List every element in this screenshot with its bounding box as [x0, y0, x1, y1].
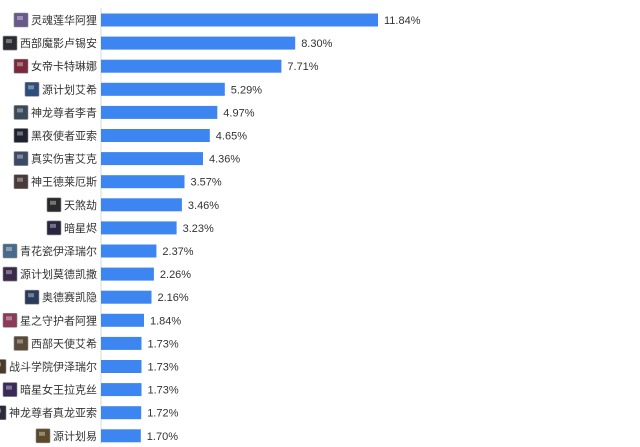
bar	[101, 244, 157, 258]
champion-skin-portrait-icon	[2, 35, 18, 51]
category-label: 源计划莫德凯撒	[20, 267, 97, 281]
category-label: 西部魔影卢锡安	[20, 36, 97, 50]
category-label: 神龙尊者李青	[31, 105, 97, 119]
category-label: 神龙尊者真龙亚索	[9, 406, 97, 420]
bar	[101, 13, 378, 27]
champion-skin-portrait-icon	[13, 58, 29, 74]
bar-value-label: 4.97%	[223, 107, 254, 119]
champion-skin-portrait-icon	[2, 266, 18, 282]
champion-skin-portrait-icon	[2, 243, 18, 259]
champion-skin-portrait-icon	[2, 312, 18, 328]
bar	[101, 383, 142, 397]
champion-skin-portrait-icon	[13, 105, 29, 120]
bar	[101, 313, 144, 327]
category-label: 黑夜使者亚索	[31, 129, 97, 143]
champion-skin-portrait-icon	[46, 197, 62, 213]
bar-value-label: 5.29%	[231, 84, 262, 96]
category-label: 暗星烬	[64, 221, 97, 235]
category-label: 星之守护者阿狸	[20, 313, 97, 327]
bar	[101, 290, 152, 304]
category-label: 战斗学院伊泽瑞尔	[9, 360, 97, 374]
bar	[101, 129, 210, 142]
category-label: 青花瓷伊泽瑞尔	[20, 244, 97, 258]
champion-skin-portrait-icon	[0, 359, 7, 374]
category-label: 西部天使艾希	[31, 336, 97, 350]
bar-value-label: 1.73%	[148, 362, 179, 374]
champion-skin-portrait-icon	[2, 382, 18, 397]
bar	[101, 336, 142, 350]
champion-skin-portrait-icon	[13, 151, 29, 166]
bar-value-label: 3.46%	[188, 200, 219, 212]
bar-value-label: 7.71%	[287, 61, 318, 73]
champion-skin-portrait-icon	[13, 174, 29, 189]
category-label: 源计划易	[53, 429, 97, 443]
bar-value-label: 2.16%	[158, 292, 189, 304]
bar	[101, 198, 182, 212]
bar	[101, 406, 142, 420]
category-label: 神王德莱厄斯	[31, 175, 97, 189]
bar-value-label: 1.73%	[148, 338, 179, 350]
champion-skin-portrait-icon	[13, 336, 29, 351]
bar-value-label: 4.65%	[216, 131, 247, 143]
champion-skin-portrait-icon	[24, 82, 40, 97]
bar-value-label: 1.70%	[147, 431, 178, 443]
bar-value-label: 2.37%	[162, 246, 193, 258]
bar	[101, 59, 282, 73]
champion-skin-portrait-icon	[46, 220, 62, 236]
category-label: 奥德赛凯隐	[42, 290, 97, 304]
bar	[101, 429, 141, 443]
champion-skin-portrait-icon	[35, 428, 51, 444]
bar	[101, 82, 225, 96]
bar	[101, 175, 185, 189]
category-label: 女帝卡特琳娜	[31, 59, 97, 73]
bar	[101, 105, 218, 119]
champion-skin-portrait-icon	[0, 405, 7, 420]
category-label: 灵魂莲华阿狸	[31, 13, 97, 27]
bar	[101, 36, 296, 50]
category-label: 源计划艾希	[42, 82, 97, 96]
category-label: 天煞劫	[64, 198, 97, 212]
champion-skin-portrait-icon	[13, 128, 29, 143]
bar-value-label: 2.26%	[160, 269, 191, 281]
bar	[101, 152, 203, 166]
champion-skin-portrait-icon	[24, 289, 40, 305]
bar-value-label: 8.30%	[301, 38, 332, 50]
bar-value-label: 1.73%	[148, 385, 179, 397]
bar	[101, 360, 142, 373]
champion-skin-portrait-icon	[13, 12, 29, 28]
category-label: 真实伤害艾克	[31, 152, 97, 166]
bar-value-label: 3.23%	[183, 223, 214, 235]
bar-value-label: 4.36%	[209, 154, 240, 166]
bar-value-label: 1.72%	[147, 408, 178, 420]
bar-value-label: 11.84%	[384, 15, 421, 27]
bar-value-label: 1.84%	[150, 315, 181, 327]
category-label: 暗星女王拉克丝	[20, 383, 97, 397]
bar	[101, 221, 177, 235]
bar-value-label: 3.57%	[191, 177, 222, 189]
bar	[101, 267, 154, 281]
